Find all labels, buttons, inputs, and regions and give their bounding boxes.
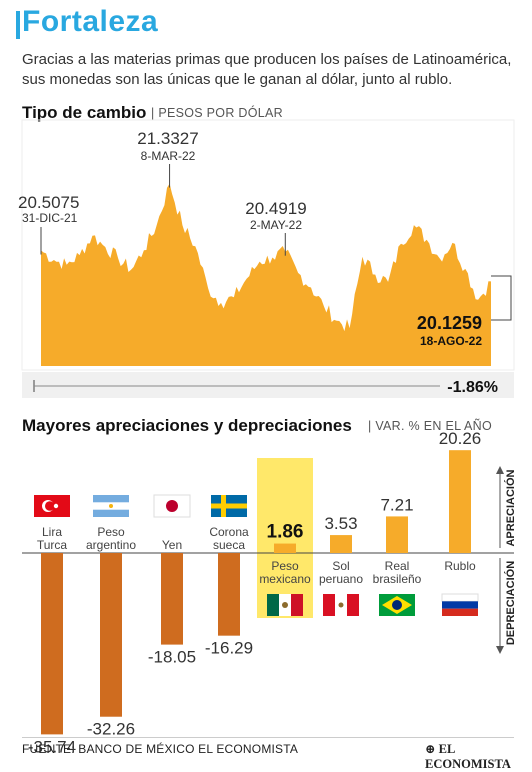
dek-text: Gracias a las materias primas que produc…	[22, 51, 512, 88]
bar-peru	[330, 535, 352, 553]
highlight-column	[257, 458, 313, 618]
mexico-green	[267, 594, 279, 616]
category-label-argentina-0: Peso	[97, 525, 125, 539]
exchange-rate-area	[41, 183, 491, 366]
bar-japan	[161, 553, 183, 645]
category-label-sweden-0: Corona	[209, 525, 249, 539]
category-label-peru-0: Sol	[332, 559, 349, 573]
russia-white	[441, 593, 479, 602]
value-label-russia: 20.26	[439, 429, 482, 448]
brazil-globe	[392, 600, 402, 610]
category-label-argentina-1: argentino	[86, 538, 136, 552]
source-note: FUENTE: BANCO DE MÉXICO EL ECONOMISTA	[22, 742, 299, 756]
chart-frame	[21, 119, 515, 371]
label-peak-date: 8-MAR-22	[141, 149, 196, 163]
value-label-turkey: -35.74	[28, 737, 76, 756]
category-label-russia-0: Rublo	[444, 559, 476, 573]
bar-argentina	[100, 553, 122, 717]
mexico-red	[291, 594, 303, 616]
publisher-logo: ⊕ EL ECONOMISTA	[425, 741, 532, 772]
peru-left	[323, 594, 335, 616]
japan-disc	[166, 500, 178, 512]
publisher-emblem-icon: ⊕	[425, 742, 439, 756]
japan-flag	[153, 494, 191, 518]
argentina-flag	[93, 495, 129, 517]
exchange-rate-subtitle: | PESOS POR DÓLAR	[151, 106, 283, 120]
russia-red	[442, 608, 478, 616]
brazil-flag	[379, 594, 415, 616]
peru-right	[347, 594, 359, 616]
value-label-argentina: -32.26	[87, 720, 135, 739]
mexico-emblem	[282, 602, 288, 608]
value-label-peru: 3.53	[324, 514, 357, 533]
label-start-value: 20.5075	[18, 193, 79, 212]
bar-mexico	[274, 543, 296, 553]
category-label-brazil-1: brasileño	[373, 572, 422, 586]
value-label-japan: -18.05	[148, 648, 196, 667]
currency-change-title: Mayores apreciaciones y depreciaciones	[22, 416, 352, 435]
turkey-star	[53, 503, 59, 509]
turkey-crescent-inner	[45, 501, 55, 511]
peru-flag	[323, 594, 359, 616]
label-start-date: 31-DIC-21	[22, 211, 78, 225]
value-label-brazil: 7.21	[380, 495, 413, 514]
end-bracket	[491, 275, 512, 321]
footer-divider	[22, 737, 514, 738]
label-may-date: 2-MAY-22	[250, 218, 302, 232]
argentina-sun	[109, 504, 113, 508]
mexico-flag	[267, 594, 303, 616]
depreciation-label: DEPRECIACIÓN	[504, 561, 517, 645]
sweden-cross-h	[211, 503, 247, 509]
turkey-flag	[34, 495, 70, 517]
category-label-sweden-1: sueca	[213, 538, 245, 552]
category-label-mexico-1: mexicano	[259, 572, 311, 586]
category-label-mexico-0: Peso	[271, 559, 299, 573]
bar-turkey	[41, 553, 63, 735]
category-label-peru-1: peruano	[319, 572, 363, 586]
exchange-rate-title: Tipo de cambio	[22, 103, 147, 122]
russia-blue	[442, 601, 478, 609]
appreciation-label: APRECIACIÓN	[504, 469, 517, 546]
bar-russia	[449, 450, 471, 553]
sweden-flag	[211, 495, 247, 517]
label-peak-value: 21.3327	[137, 129, 198, 148]
change-bar-bg	[22, 372, 514, 398]
currency-change-subtitle: | VAR. % EN EL AÑO	[368, 419, 492, 433]
bar-sweden	[218, 553, 240, 636]
label-end-value: 20.1259	[417, 313, 482, 333]
russia-flag	[441, 593, 479, 616]
category-label-japan-0: Yen	[162, 538, 182, 552]
depreciation-arrow-head	[496, 646, 504, 654]
bar-brazil	[386, 516, 408, 553]
label-may-value: 20.4919	[245, 199, 306, 218]
headline: Fortaleza	[22, 5, 159, 38]
publisher-name: EL ECONOMISTA	[425, 742, 511, 771]
category-label-turkey-1: Turca	[37, 538, 68, 552]
currency-bar-chart: -35.74LiraTurca-32.26Pesoargentino-18.05…	[22, 429, 517, 756]
peru-emblem	[338, 602, 344, 608]
value-label-sweden: -16.29	[205, 639, 253, 658]
value-label-mexico: 1.86	[267, 522, 304, 543]
appreciation-arrow-head	[496, 466, 504, 474]
headline-accent-bar	[16, 11, 20, 39]
change-percent: -1.86%	[447, 379, 498, 396]
category-label-turkey-0: Lira	[42, 525, 62, 539]
category-label-brazil-0: Real	[385, 559, 410, 573]
label-end-date: 18-AGO-22	[420, 334, 482, 348]
